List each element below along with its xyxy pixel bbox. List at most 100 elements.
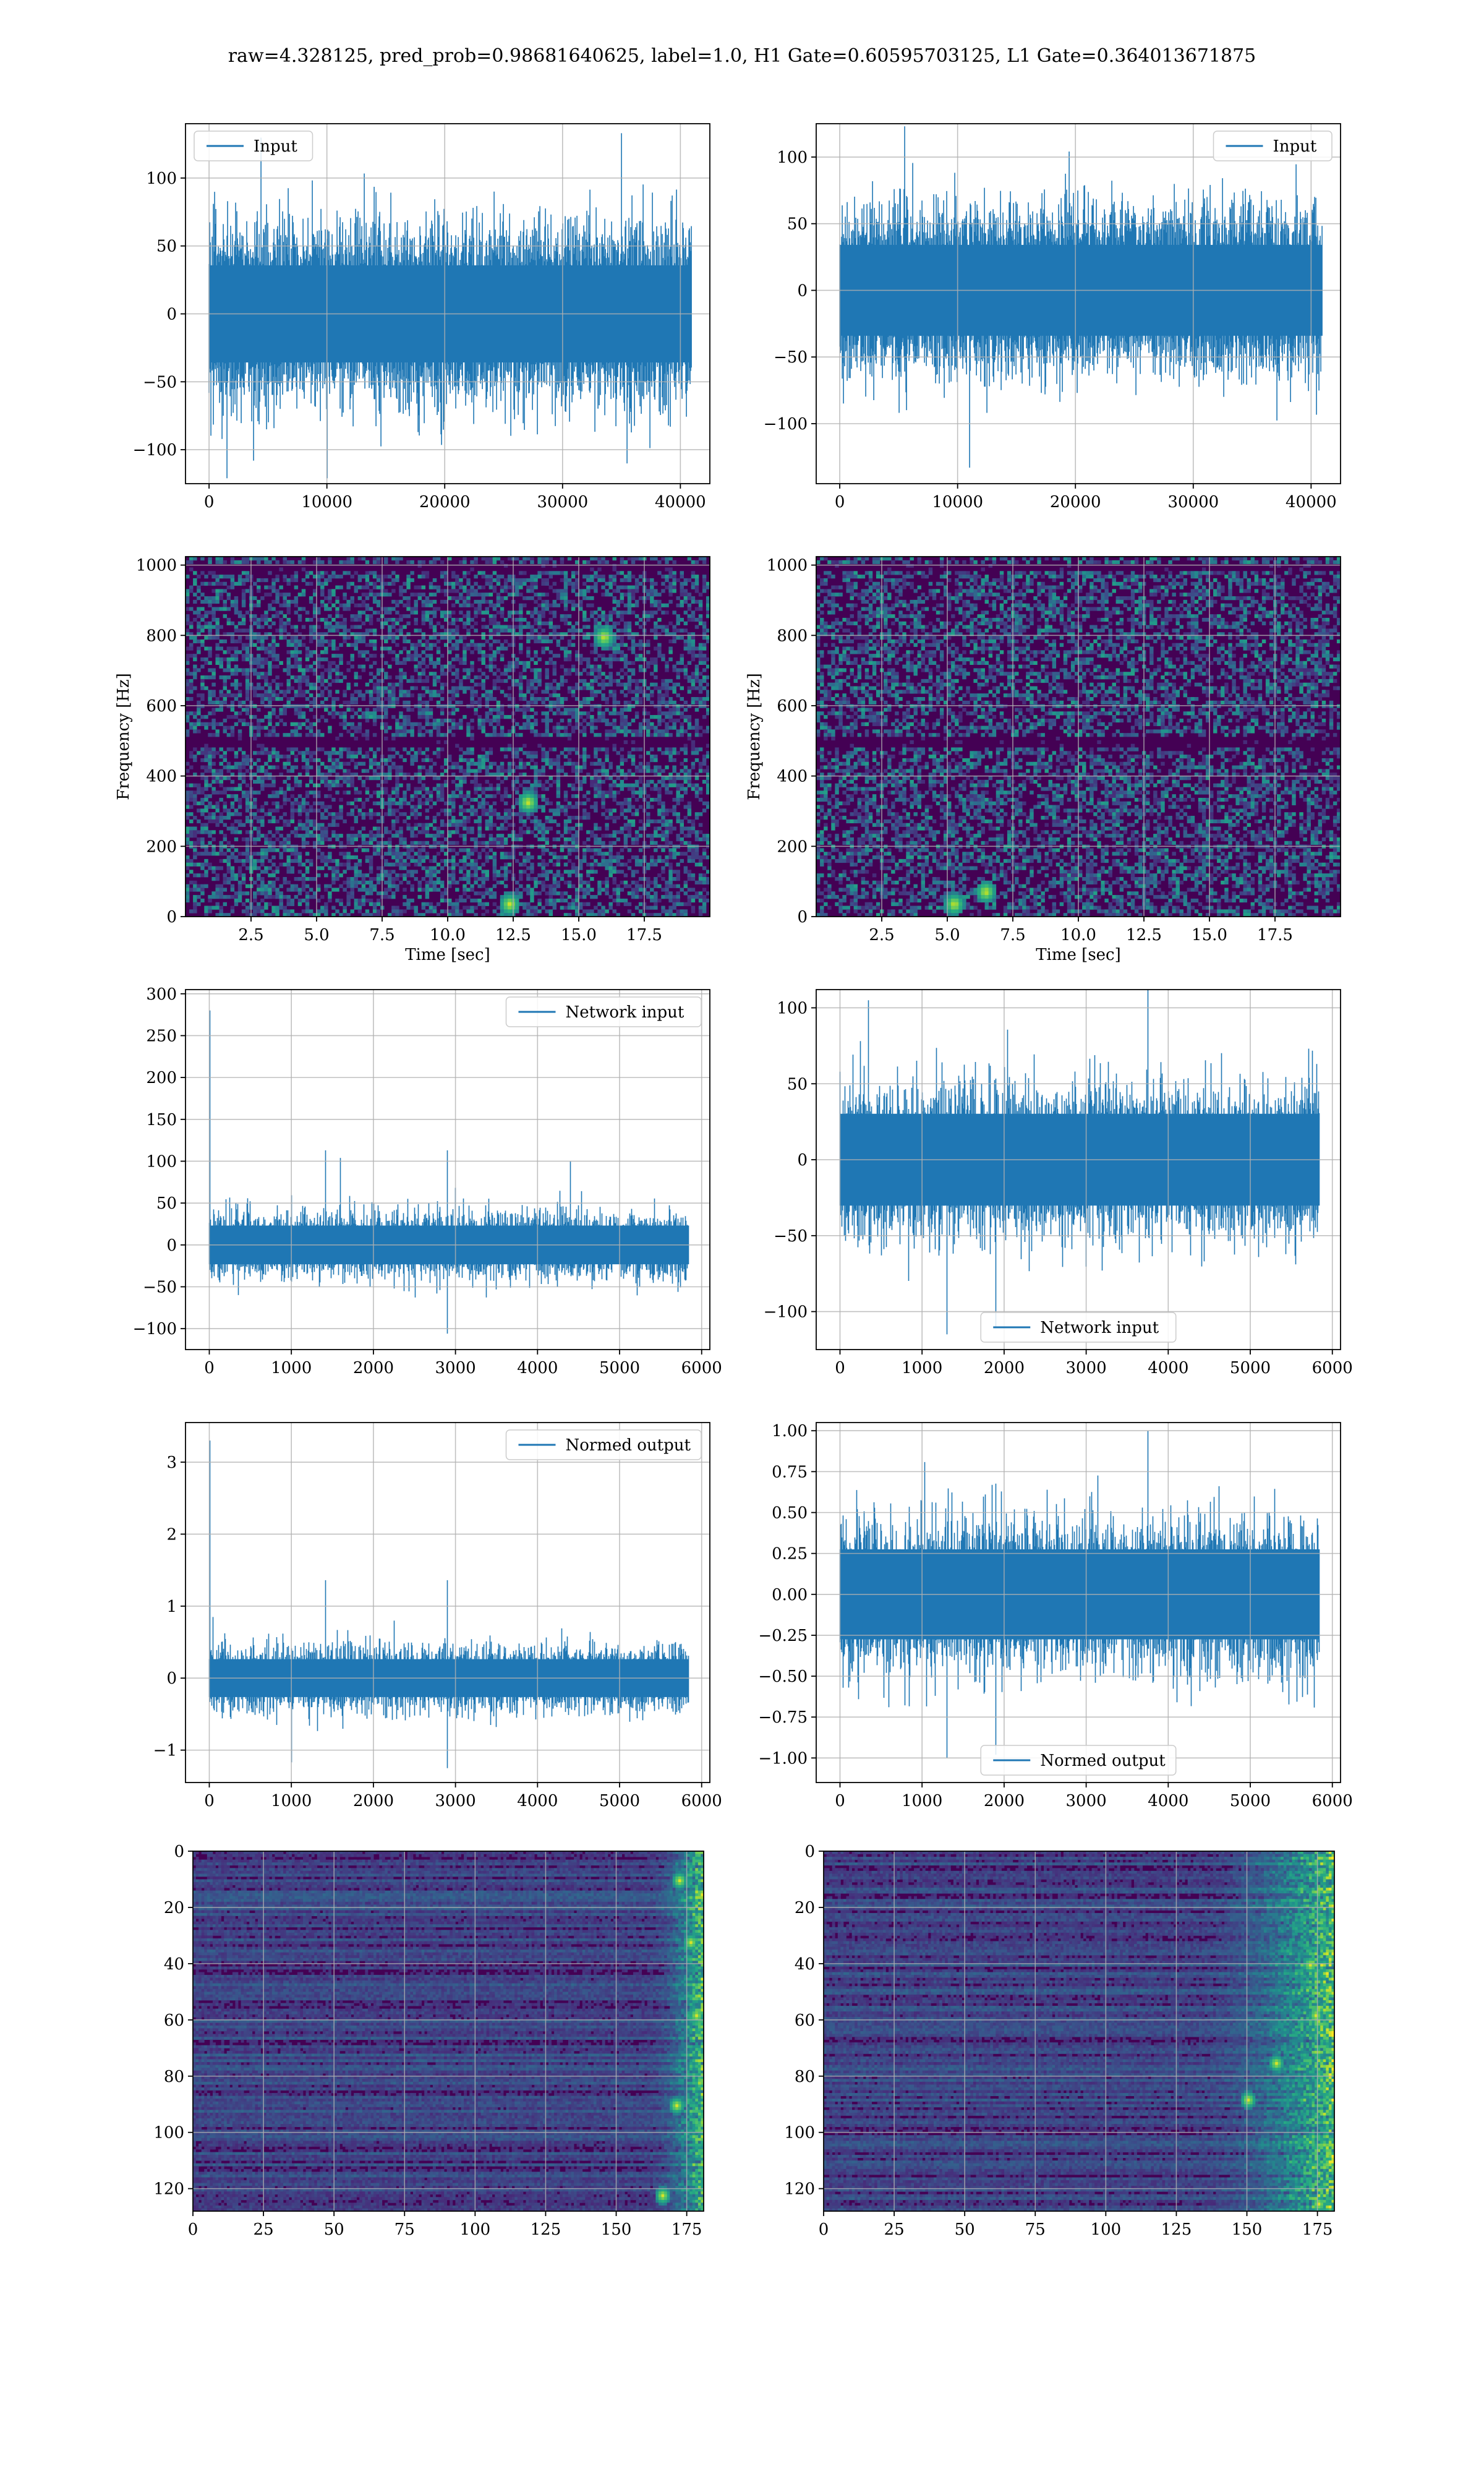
heatmap-cell [331, 617, 336, 622]
heatmap-cell [601, 632, 605, 636]
heatmap-cell [634, 603, 639, 607]
heatmap-cell [627, 787, 632, 791]
heatmap-cell [634, 711, 639, 716]
heatmap-cell [376, 773, 381, 777]
heatmap-cell [286, 643, 291, 647]
heatmap-cell [657, 729, 662, 734]
heatmap-cell [474, 693, 478, 698]
heatmap-cell [279, 755, 283, 759]
heatmap-cell [264, 657, 268, 662]
heatmap-cell [560, 700, 565, 705]
heatmap-cell [519, 733, 523, 737]
heatmap-cell [395, 769, 399, 773]
heatmap-cell [312, 661, 317, 665]
heatmap-cell [571, 708, 576, 712]
heatmap-cell [605, 808, 609, 813]
heatmap-cell [492, 686, 497, 690]
heatmap-cell [328, 668, 332, 672]
heatmap-cell [503, 639, 508, 644]
heatmap-cell [234, 646, 239, 651]
heatmap-cell [503, 625, 508, 629]
heatmap-cell [515, 812, 519, 816]
heatmap-cell [403, 790, 407, 795]
heatmap-cell [197, 718, 201, 723]
heatmap-cell [676, 794, 680, 798]
heatmap-cell [470, 718, 474, 723]
heatmap-cell [350, 801, 354, 805]
heatmap-cell [429, 560, 433, 565]
heatmap-cell [260, 769, 265, 773]
heatmap-cell [376, 700, 381, 705]
heatmap-cell [200, 643, 205, 647]
heatmap-cell [519, 765, 523, 769]
heatmap-cell [234, 650, 239, 654]
heatmap-cell [193, 675, 197, 680]
heatmap-cell [620, 718, 625, 723]
heatmap-cell [317, 794, 321, 798]
heatmap-cell [526, 682, 531, 687]
heatmap-cell [253, 737, 257, 741]
heatmap-cell [665, 808, 669, 813]
heatmap-cell [350, 557, 354, 561]
heatmap-cell [638, 776, 643, 781]
heatmap-cell [399, 733, 403, 737]
heatmap-cell [403, 614, 407, 618]
heatmap-cell [317, 571, 321, 575]
heatmap-cell [552, 632, 557, 636]
heatmap-cell [279, 790, 283, 795]
heatmap-cell [597, 621, 602, 625]
heatmap-cell [503, 816, 508, 820]
heatmap-cell [466, 765, 471, 769]
heatmap-cell [455, 776, 459, 781]
heatmap-cell [237, 668, 242, 672]
heatmap-cell [605, 769, 609, 773]
heatmap-cell [503, 596, 508, 601]
heatmap-cell [350, 617, 354, 622]
heatmap-cell [410, 726, 414, 730]
heatmap-cell [455, 700, 459, 705]
heatmap-cell [357, 639, 362, 644]
heatmap-cell [515, 678, 519, 683]
heatmap-cell [260, 672, 265, 676]
heatmap-cell [650, 585, 654, 589]
heatmap-cell [335, 675, 339, 680]
heatmap-cell [283, 761, 287, 766]
heatmap-cell [309, 628, 313, 633]
heatmap-cell [683, 621, 688, 625]
heatmap-cell [219, 761, 223, 766]
heatmap-cell [421, 571, 426, 575]
heatmap-cell [257, 790, 261, 795]
heatmap-cell [631, 643, 636, 647]
heatmap-cell [317, 808, 321, 813]
heatmap-cell [372, 596, 377, 601]
heatmap-cell [208, 751, 212, 755]
heatmap-cell [429, 790, 433, 795]
heatmap-cell [436, 621, 441, 625]
heatmap-cell [186, 718, 190, 723]
heatmap-cell [260, 596, 265, 601]
heatmap-cell [579, 801, 583, 805]
heatmap-cell [687, 779, 692, 784]
heatmap-cell [503, 812, 508, 816]
heatmap-cell [328, 628, 332, 633]
heatmap-cell [241, 672, 246, 676]
heatmap-cell [417, 628, 422, 633]
heatmap-cell [350, 575, 354, 579]
heatmap-cell [257, 765, 261, 769]
heatmap-cell [694, 672, 699, 676]
heatmap-cell [369, 758, 373, 763]
heatmap-cell [372, 686, 377, 690]
heatmap-cell [474, 783, 478, 787]
heatmap-cell [328, 765, 332, 769]
heatmap-cell [388, 700, 392, 705]
heatmap-cell [440, 575, 445, 579]
heatmap-cell [294, 779, 299, 784]
heatmap-cell [477, 571, 482, 575]
heatmap-cell [657, 696, 662, 701]
heatmap-cell [309, 686, 313, 690]
heatmap-cell [556, 773, 561, 777]
heatmap-cell [492, 578, 497, 583]
heatmap-cell [534, 593, 538, 597]
heatmap-cell [571, 747, 576, 751]
heatmap-cell [627, 575, 632, 579]
